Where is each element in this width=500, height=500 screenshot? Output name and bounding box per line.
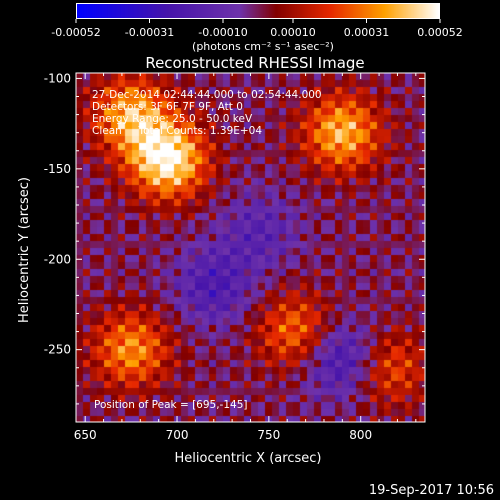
colorbar-tick-label: 0.00010 bbox=[270, 26, 316, 39]
annotation-detectors: Detectors: 3F 6F 7F 9F, Att 0 bbox=[92, 101, 243, 113]
y-tick-label: -200 bbox=[44, 252, 71, 266]
colorbar bbox=[76, 3, 440, 19]
colorbar-tick-labels: -0.00052 -0.00031 -0.00010 0.00010 0.00031 0.… bbox=[51, 19, 463, 39]
annotation-time: 27-Dec-2014 02:44:44.000 to 02:54:44.000 bbox=[92, 89, 322, 101]
x-tick-label: 800 bbox=[349, 428, 372, 442]
x-axis-label: Heliocentric X (arcsec) bbox=[175, 451, 322, 466]
x-tick-label: 750 bbox=[257, 428, 280, 442]
colorbar-tick-label: -0.00031 bbox=[125, 26, 174, 39]
chart-title: Reconstructed RHESSI Image bbox=[145, 54, 364, 72]
y-tick-label: -100 bbox=[44, 71, 71, 85]
x-tick-label: 650 bbox=[74, 428, 97, 442]
colorbar-tick-label: -0.00010 bbox=[198, 26, 247, 39]
heatmap-image bbox=[76, 73, 425, 422]
axes: 650 700 750 800 -100 -150 -200 -250 bbox=[44, 71, 425, 442]
colorbar-unit-label: (photons cm⁻² s⁻¹ asec⁻²) bbox=[192, 40, 334, 53]
y-axis-label: Heliocentric Y (arcsec) bbox=[17, 177, 32, 323]
x-tick-label: 700 bbox=[166, 428, 189, 442]
y-tick-label: -250 bbox=[44, 343, 71, 357]
annotation-peak: Position of Peak = [695,-145] bbox=[94, 399, 248, 411]
colorbar-tick-label: 0.00052 bbox=[417, 26, 463, 39]
y-tick-label: -150 bbox=[44, 162, 71, 176]
colorbar-tick-label: 0.00031 bbox=[344, 26, 390, 39]
colorbar-tick-label: -0.00052 bbox=[51, 26, 100, 39]
annotation-energy: Energy Range: 25.0 - 50.0 keV bbox=[92, 113, 253, 125]
annotation-clean: Clean Total Counts: 1.39E+04 bbox=[92, 125, 262, 137]
plot-area bbox=[76, 73, 425, 422]
timestamp-footer: 19-Sep-2017 10:56 bbox=[368, 483, 494, 498]
